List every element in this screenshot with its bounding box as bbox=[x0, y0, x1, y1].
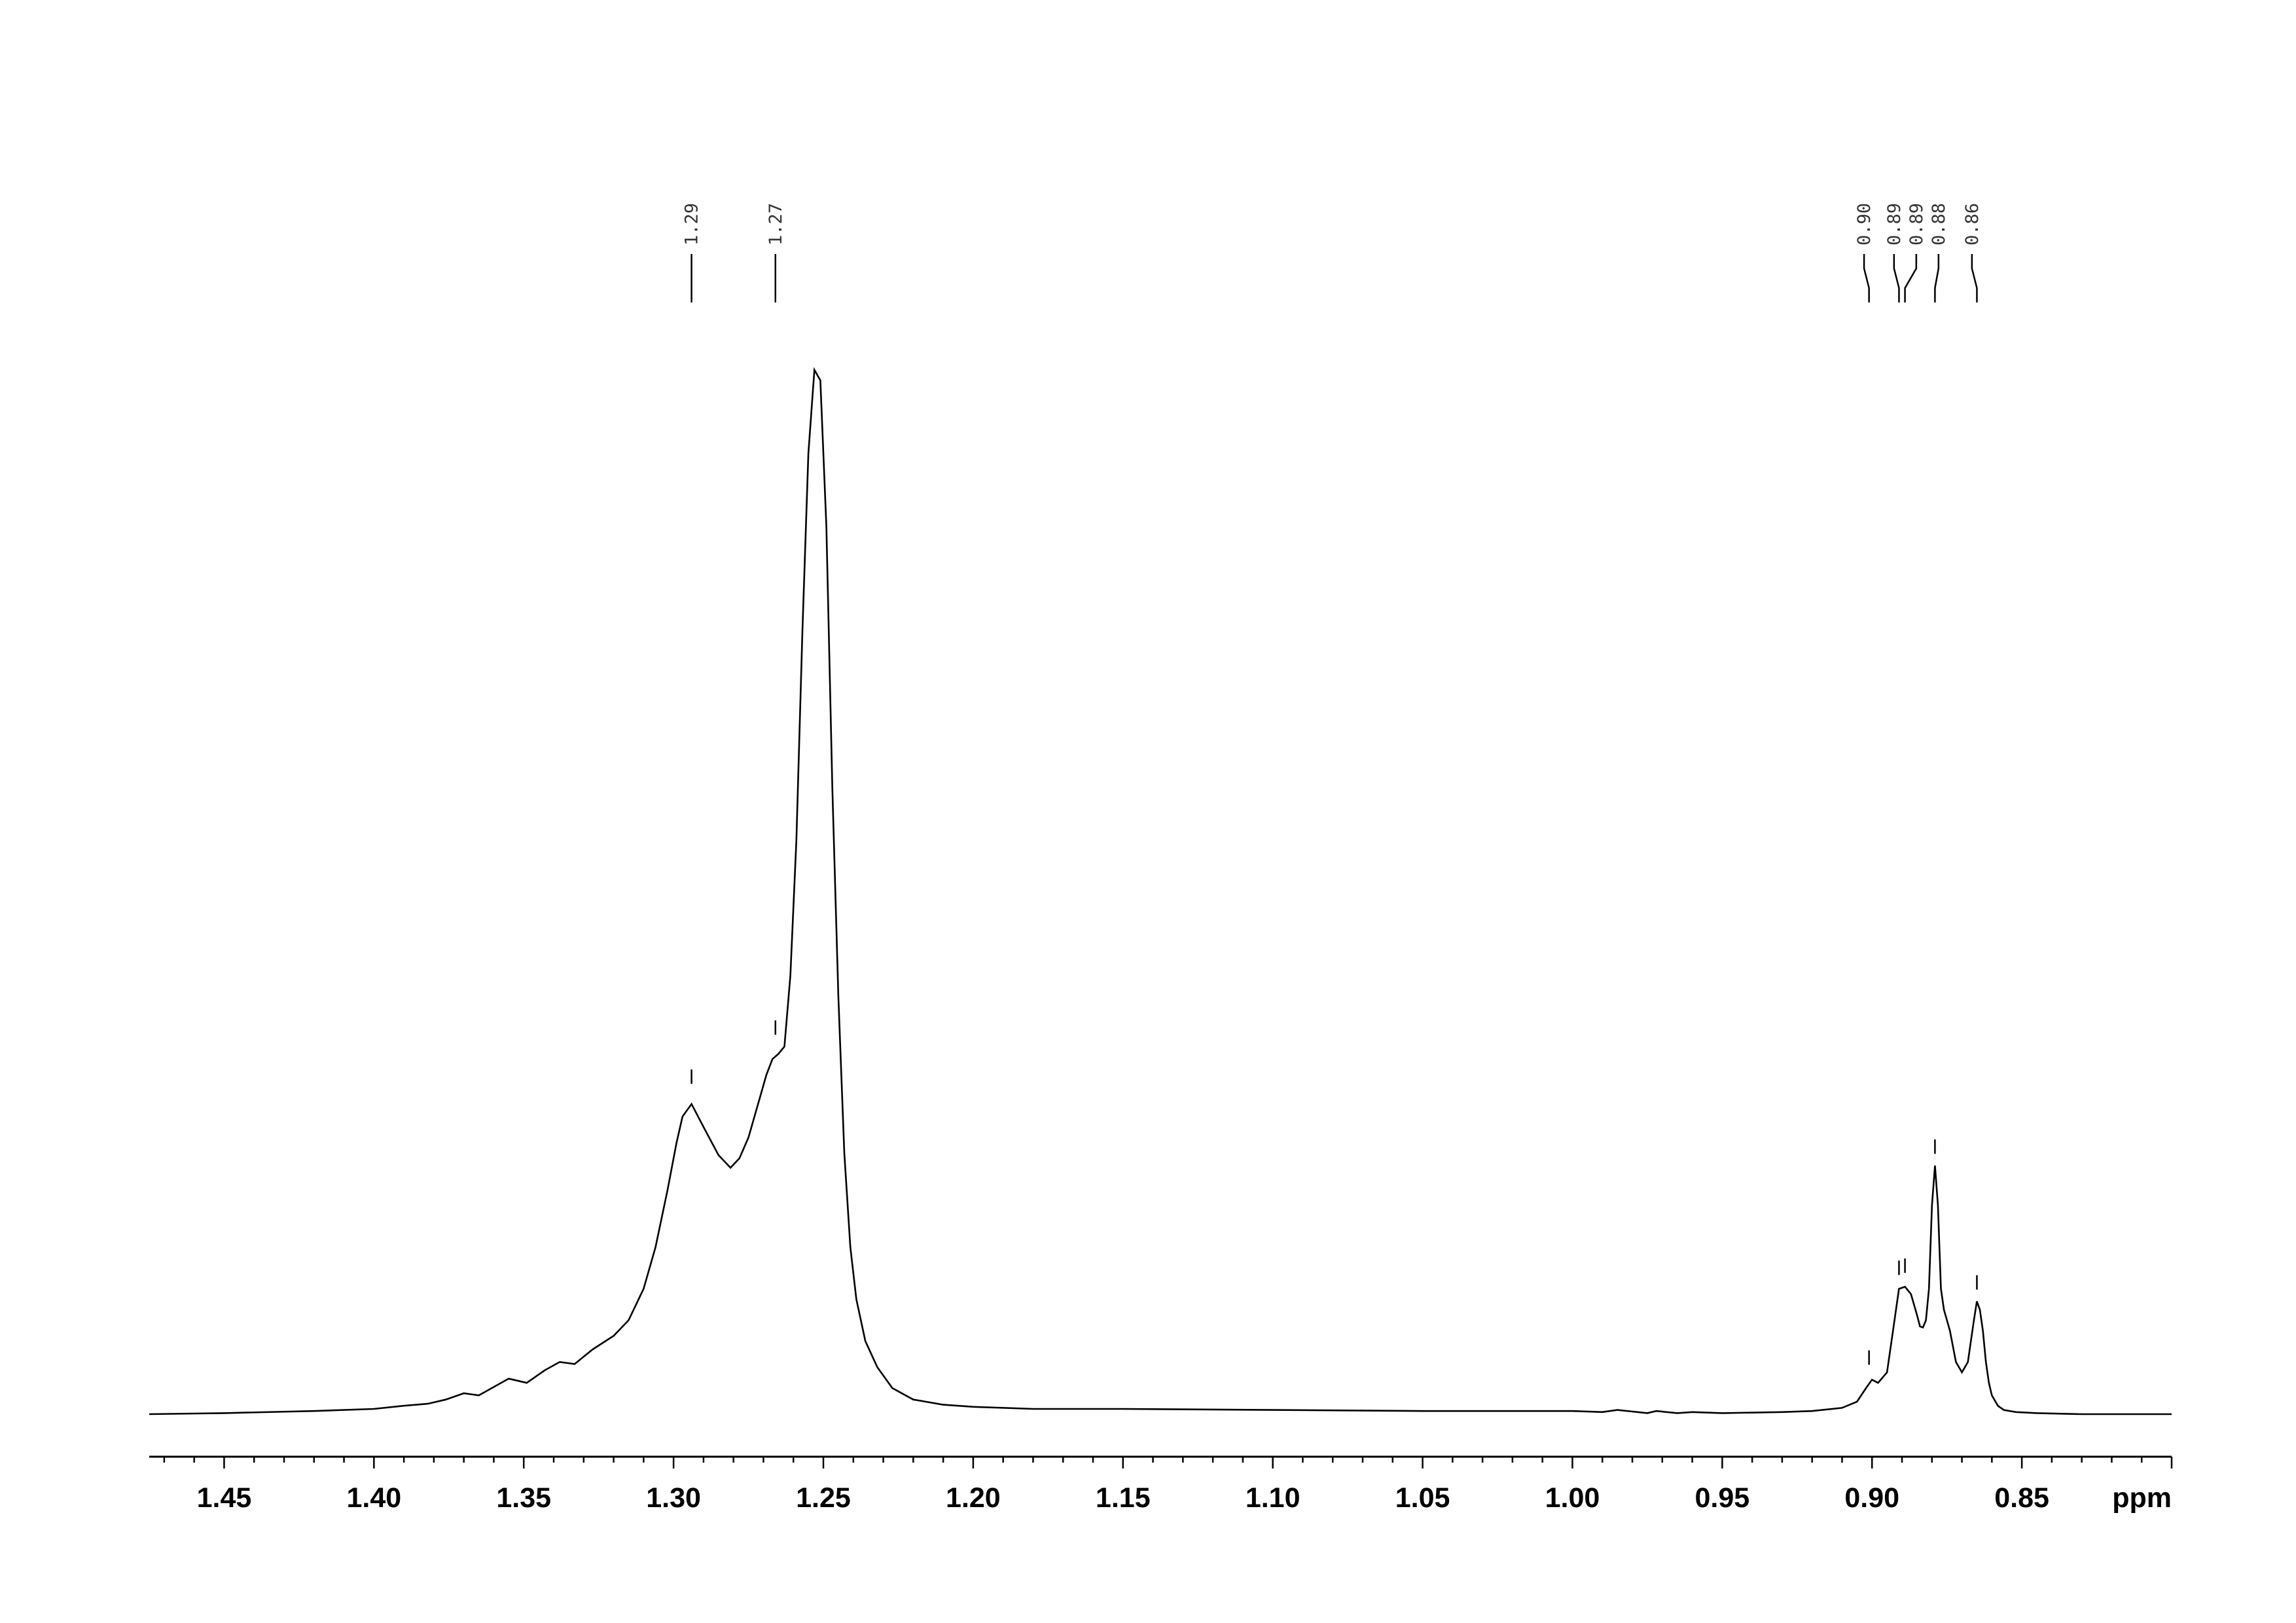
x-tick-label: 1.05 bbox=[1395, 1482, 1450, 1514]
x-axis-label: ppm bbox=[2112, 1482, 2172, 1514]
peak-marker-group bbox=[691, 1020, 1978, 1365]
peak-label: 0.86 bbox=[1962, 203, 1982, 302]
x-tick-label: 0.90 bbox=[1844, 1482, 1899, 1514]
peak-label: 0.89 bbox=[1904, 203, 1927, 302]
x-axis-tick-labels: 1.45 1.40 1.35 1.30 1.25 1.20 1.15 1.10 1.05 1.00… bbox=[197, 1482, 2049, 1514]
svg-text:0.89: 0.89 bbox=[1907, 203, 1927, 246]
peak-label-connector bbox=[1893, 254, 1900, 302]
x-tick-label: 0.85 bbox=[1994, 1482, 2049, 1514]
x-tick-label: 1.10 bbox=[1246, 1482, 1300, 1514]
spectrum-trace bbox=[149, 367, 2172, 1415]
svg-text:1.29: 1.29 bbox=[682, 203, 702, 246]
x-tick-label: 1.20 bbox=[946, 1482, 1001, 1514]
svg-text:0.89: 0.89 bbox=[1884, 203, 1905, 246]
peak-label: 1.27 bbox=[766, 203, 786, 302]
x-tick-label: 1.40 bbox=[346, 1482, 401, 1514]
peak-label: 0.90 bbox=[1854, 203, 1874, 302]
peak-label: 0.89 bbox=[1884, 203, 1905, 302]
peak-label: 1.29 bbox=[682, 203, 702, 302]
peak-label-group: 1.29 1.27 0.90 0.89 0.89 0.88 0.86 bbox=[682, 203, 1982, 302]
x-axis-ticks bbox=[163, 1457, 2173, 1468]
peak-label-connector bbox=[1971, 254, 1978, 302]
x-tick-label: 1.25 bbox=[796, 1482, 851, 1514]
peak-label-connector bbox=[1904, 254, 1918, 302]
x-tick-label: 1.00 bbox=[1545, 1482, 1600, 1514]
svg-text:0.86: 0.86 bbox=[1962, 203, 1982, 246]
svg-text:1.27: 1.27 bbox=[766, 203, 786, 246]
peak-label-connector bbox=[1934, 254, 1940, 302]
x-tick-label: 0.95 bbox=[1695, 1482, 1749, 1514]
peak-label: 0.88 bbox=[1929, 203, 1949, 302]
x-tick-label: 1.30 bbox=[646, 1482, 701, 1514]
peak-label-connector bbox=[1863, 254, 1870, 302]
x-tick-label: 1.45 bbox=[197, 1482, 252, 1514]
svg-text:0.90: 0.90 bbox=[1854, 203, 1874, 246]
x-tick-label: 1.35 bbox=[496, 1482, 551, 1514]
x-tick-label: 1.15 bbox=[1096, 1482, 1151, 1514]
svg-text:0.88: 0.88 bbox=[1929, 203, 1949, 246]
